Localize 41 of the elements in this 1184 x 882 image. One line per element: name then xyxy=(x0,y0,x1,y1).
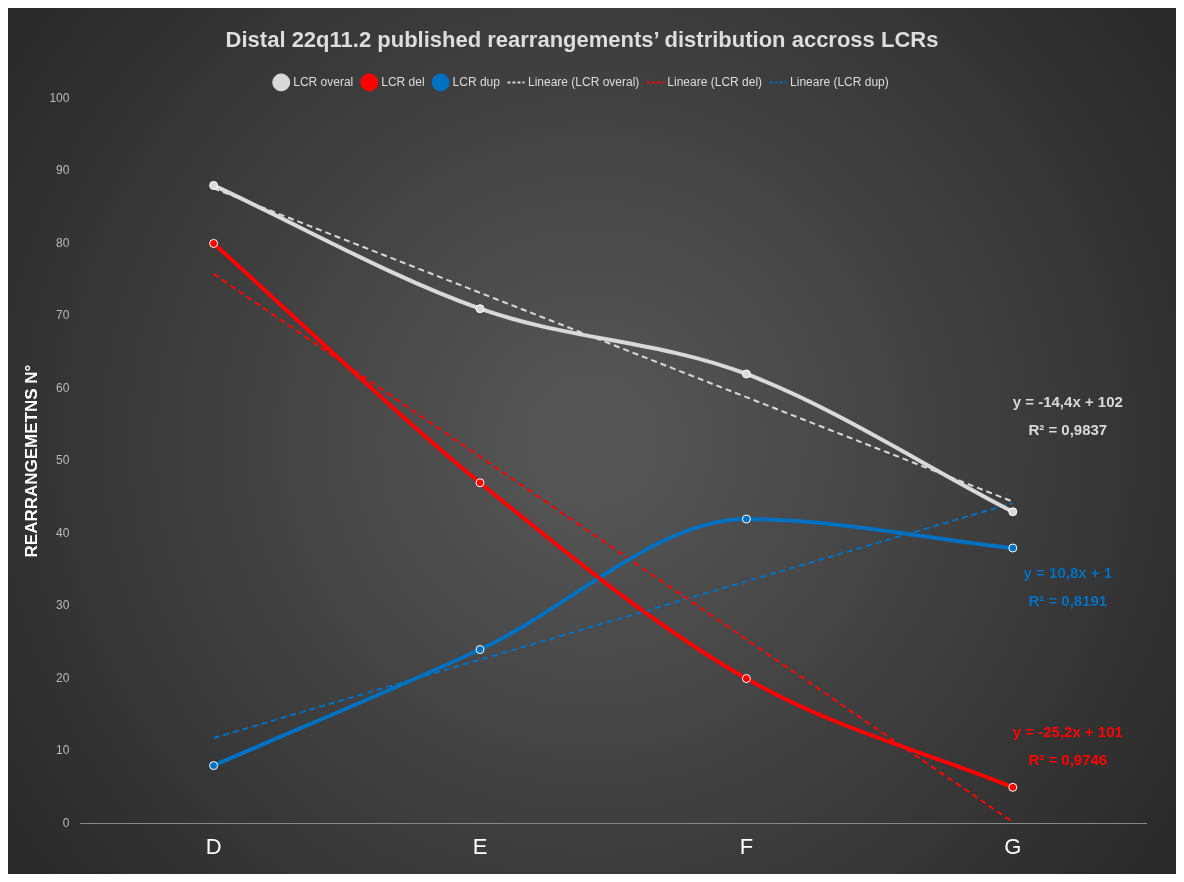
point xyxy=(209,761,219,771)
y-tick-label: 30 xyxy=(56,598,70,613)
annotation: R² = 0,8191 xyxy=(1028,591,1108,609)
y-tick-label: 70 xyxy=(56,308,70,323)
annotation: y = 10,8x + 1 xyxy=(1023,563,1113,581)
y-tick-label: 80 xyxy=(56,235,70,250)
point xyxy=(475,645,485,655)
point xyxy=(1008,507,1018,517)
x-tick-label: E xyxy=(472,833,488,859)
legend-label: Lineare (LCR dup) xyxy=(790,74,889,89)
y-axis-title: REARRANGEMETNS N° xyxy=(21,364,41,558)
annotation: y = -14,4x + 102 xyxy=(1012,393,1123,411)
point xyxy=(209,238,219,248)
point xyxy=(1008,782,1018,792)
legend-label: LCR overal xyxy=(293,74,354,89)
legend-label: LCR del xyxy=(381,74,425,89)
legend-label: LCR dup xyxy=(452,74,501,89)
point xyxy=(1008,543,1018,553)
point xyxy=(741,514,751,524)
annotation: R² = 0,9746 xyxy=(1028,751,1108,769)
legend-label: Lineare (LCR overal) xyxy=(527,74,640,89)
y-tick-label: 10 xyxy=(56,743,70,758)
point xyxy=(475,478,485,488)
annotation: R² = 0,9837 xyxy=(1028,421,1108,439)
point xyxy=(475,304,485,314)
x-tick-label: G xyxy=(1004,833,1022,859)
y-tick-label: 60 xyxy=(56,380,70,395)
legend-label: Lineare (LCR del) xyxy=(667,74,763,89)
point xyxy=(741,674,751,684)
chart-title: Distal 22q11.2 published rearrangements’ distribution accross LCRs xyxy=(225,27,939,53)
x-tick-label: D xyxy=(205,833,222,859)
point xyxy=(741,369,751,379)
y-tick-label: 100 xyxy=(49,90,70,105)
y-tick-label: 20 xyxy=(56,670,70,685)
y-tick-label: 40 xyxy=(56,525,70,540)
y-tick-label: 0 xyxy=(62,815,70,830)
point xyxy=(209,180,219,190)
annotation: y = -25,2x + 101 xyxy=(1012,723,1123,741)
y-tick-label: 90 xyxy=(56,163,70,178)
x-tick-label: F xyxy=(739,833,754,859)
y-tick-label: 50 xyxy=(56,453,70,468)
